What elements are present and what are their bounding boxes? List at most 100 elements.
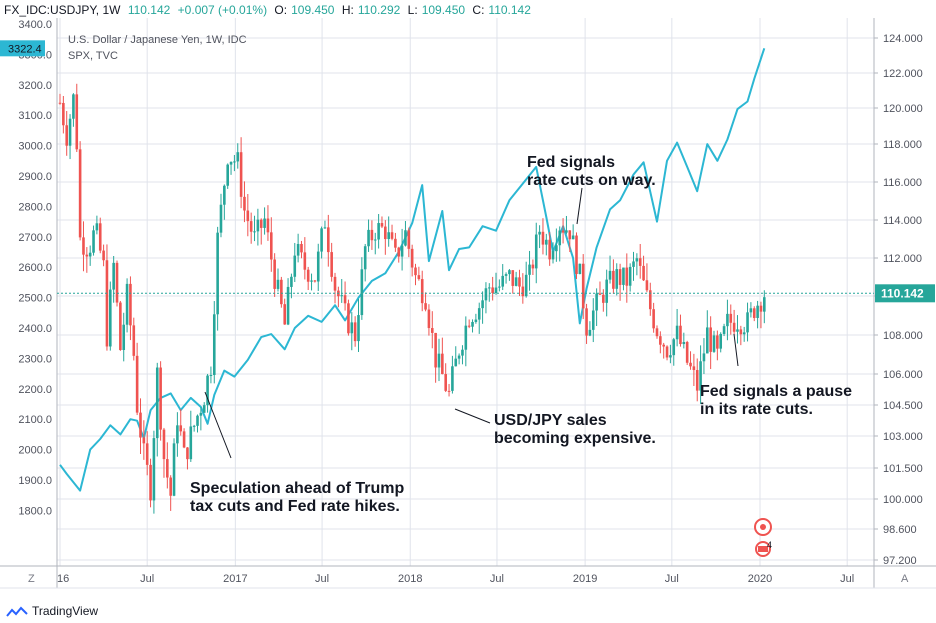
candle-body xyxy=(256,219,260,232)
us-flag-stripes xyxy=(758,546,768,552)
last-price: 110.142 xyxy=(127,3,171,17)
zoom-button[interactable]: Z xyxy=(28,573,35,585)
right-axis-label: 112.000 xyxy=(883,253,922,265)
candle-body xyxy=(266,218,270,233)
candle-body xyxy=(548,239,551,260)
candle-body xyxy=(125,283,129,325)
candle-body xyxy=(695,370,699,391)
candle-body xyxy=(461,349,464,356)
tradingview-brand[interactable]: TradingView xyxy=(6,604,98,618)
candle-body xyxy=(109,289,112,347)
compare-series-legend[interactable]: SPX, TVC xyxy=(68,50,118,62)
candle-body xyxy=(722,326,726,334)
candle-body xyxy=(219,204,223,233)
candle-body xyxy=(179,425,183,432)
right-axis-label: 108.000 xyxy=(883,330,923,342)
candle-body xyxy=(246,210,250,222)
candle-body xyxy=(373,239,377,241)
x-axis-label: Jul xyxy=(490,573,504,585)
candle-body xyxy=(763,297,766,312)
candle-body xyxy=(320,228,323,252)
candle-body xyxy=(477,308,481,320)
candle-body xyxy=(313,280,317,282)
right-axis-label: 103.000 xyxy=(883,431,923,443)
candle-body xyxy=(192,425,196,427)
candle-body xyxy=(578,263,582,274)
candle-body xyxy=(729,313,733,323)
symbol-header: FX_IDC:USDJPY, 1W 110.142 +0.007 (+0.01%… xyxy=(4,3,535,17)
spx-line xyxy=(59,47,766,492)
right-axis-label: 122.000 xyxy=(883,68,923,80)
candle-body xyxy=(635,258,639,262)
candle-body xyxy=(347,303,350,334)
candle-body xyxy=(152,438,156,501)
candle-body xyxy=(135,355,139,413)
candle-body xyxy=(370,229,374,241)
main-series-legend[interactable]: U.S. Dollar / Japanese Yen, 1W, IDC xyxy=(68,34,247,46)
left-axis-label: 2700.0 xyxy=(18,232,52,244)
candle-body xyxy=(226,164,229,186)
candle-body xyxy=(122,324,126,351)
candle-body xyxy=(568,230,572,240)
candle-body xyxy=(551,251,555,260)
candle-body xyxy=(689,362,692,367)
candle-body xyxy=(709,327,712,352)
x-axis-label: 2020 xyxy=(748,573,772,585)
candle-body xyxy=(350,322,354,334)
candle-body xyxy=(467,325,471,327)
candle-body xyxy=(400,245,404,257)
annotation-text: in its rate cuts. xyxy=(700,401,813,418)
candle-body xyxy=(166,459,169,478)
left-axis-label: 1800.0 xyxy=(18,505,52,517)
candle-body xyxy=(514,277,518,286)
candle-body xyxy=(236,152,240,162)
right-axis-label: 100.000 xyxy=(883,494,923,506)
price-tag-bg xyxy=(875,284,935,303)
candle-body xyxy=(283,304,287,325)
candle-body xyxy=(189,426,193,460)
x-axis-label: Jul xyxy=(315,573,329,585)
left-axis-label: 2900.0 xyxy=(18,171,52,183)
candle-body xyxy=(377,223,380,240)
candle-body xyxy=(105,260,109,347)
candle-body xyxy=(504,274,508,276)
candle-body xyxy=(249,221,253,232)
symbol-name[interactable]: FX_IDC:USDJPY, 1W xyxy=(4,3,121,17)
event-count: 4 xyxy=(767,540,772,550)
candle-body xyxy=(367,229,370,247)
candle-body xyxy=(605,279,608,303)
x-axis-label: 2019 xyxy=(573,573,597,585)
candle-body xyxy=(259,219,263,228)
candle-body xyxy=(451,366,454,391)
candle-body xyxy=(72,94,75,119)
candle-body xyxy=(62,102,65,126)
candle-body xyxy=(487,287,491,289)
candle-body xyxy=(306,269,310,282)
candle-body xyxy=(702,353,706,362)
candle-body xyxy=(615,269,619,289)
auto-scale-button[interactable]: A xyxy=(901,573,909,585)
candle-body xyxy=(394,238,397,248)
annotation-text: USD/JPY sales xyxy=(494,412,607,429)
candle-body xyxy=(303,252,307,270)
candle-body xyxy=(149,464,152,501)
chart-axes: 124.000 122.000 120.000 118.000 116.000 114.0… xyxy=(0,18,936,589)
candle-body xyxy=(581,263,585,309)
candle-body xyxy=(699,361,702,391)
x-axis-label: Jul xyxy=(665,573,679,585)
candle-body xyxy=(719,333,723,349)
candle-body xyxy=(511,270,515,286)
event-markers[interactable]: 4 xyxy=(754,518,772,557)
candle-body xyxy=(357,315,360,342)
price-change: +0.007 (+0.01%) xyxy=(177,3,268,17)
candle-body xyxy=(216,232,219,315)
left-axis-label: 3200.0 xyxy=(18,80,52,92)
candle-body xyxy=(662,344,665,347)
candle-body xyxy=(206,375,209,406)
candle-body xyxy=(558,230,562,246)
candle-body xyxy=(434,332,437,368)
candle-body xyxy=(571,235,575,240)
left-axis-label: 1900.0 xyxy=(18,475,52,487)
candle-body xyxy=(239,152,243,197)
